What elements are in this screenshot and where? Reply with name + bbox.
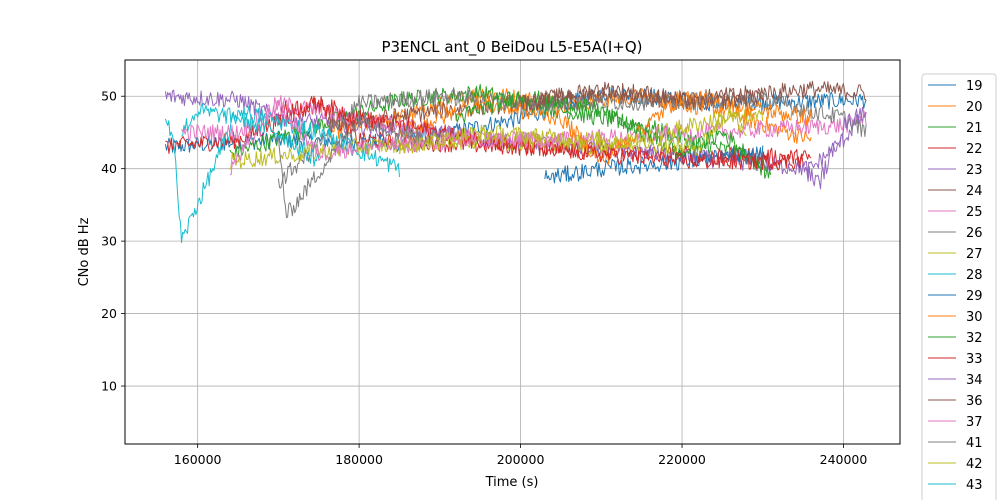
- series-line: [164, 105, 400, 243]
- legend-entry: 36: [966, 394, 983, 409]
- series-29: [544, 145, 764, 184]
- x-tick-label: 220000: [658, 452, 706, 467]
- y-tick-label: 40: [101, 161, 117, 176]
- legend-entry: 25: [966, 205, 983, 220]
- legend-entry: 34: [966, 373, 983, 388]
- x-tick-label: 240000: [820, 452, 868, 467]
- series-line: [455, 90, 772, 179]
- series-line: [181, 95, 867, 149]
- legend-entry: 29: [966, 289, 983, 304]
- series-line: [520, 81, 764, 112]
- y-tick-label: 10: [101, 379, 117, 394]
- x-axis-label: Time (s): [485, 475, 539, 490]
- series-layer: [164, 80, 867, 243]
- x-tick-label: 180000: [335, 452, 383, 467]
- legend: 19 20 21 22 23 24 25 26 27 28 29 30 32 33 34 36 37 41 42 43…: [921, 73, 997, 500]
- legend-entry: 28: [966, 268, 983, 283]
- legend-entry: 26: [966, 226, 983, 241]
- series-line: [544, 145, 764, 184]
- grid: [125, 60, 900, 444]
- series-28: [164, 105, 400, 243]
- series-42: [399, 105, 747, 156]
- legend-entry: 20: [966, 100, 983, 115]
- series-33: [278, 95, 804, 171]
- legend-entry: 32: [966, 331, 983, 346]
- legend-entry: 23: [966, 163, 983, 178]
- legend-entry: 19: [966, 79, 983, 94]
- legend-box: [921, 73, 997, 500]
- legend-entry: 30: [966, 310, 983, 325]
- series-30: [399, 89, 812, 165]
- series-36: [520, 81, 764, 112]
- legend-entry: 43: [966, 478, 983, 493]
- series-line: [229, 100, 562, 175]
- legend-entry: 22: [966, 142, 983, 157]
- series-line: [399, 89, 812, 165]
- x-axis: 160000 180000 200000 220000 240000: [174, 444, 868, 467]
- legend-entry: 27: [966, 247, 983, 262]
- series-34: [802, 108, 867, 190]
- series-line: [278, 95, 804, 171]
- x-tick-label: 200000: [497, 452, 545, 467]
- series-32: [455, 90, 772, 179]
- legend-entry: 37: [966, 415, 983, 430]
- legend-entry: 41: [966, 436, 983, 451]
- series-37: [229, 100, 562, 175]
- y-axis: 10 20 30 40 50: [101, 89, 125, 394]
- series-line: [399, 105, 747, 156]
- series-41: [277, 112, 441, 219]
- series-line: [802, 108, 867, 190]
- series-43: [181, 103, 320, 167]
- series-25: [181, 95, 867, 149]
- legend-entry: 42: [966, 457, 983, 472]
- y-tick-label: 50: [101, 89, 117, 104]
- series-26: [277, 87, 867, 189]
- legend-entry: 21: [966, 121, 983, 136]
- y-tick-label: 20: [101, 306, 117, 321]
- series-line: [277, 87, 867, 189]
- series-line: [181, 103, 320, 167]
- series-line: [277, 112, 441, 219]
- chart-title: P3ENCL ant_0 BeiDou L5-E5A(I+Q): [381, 38, 642, 57]
- plot-frame: [124, 59, 901, 445]
- y-axis-label: CNo dB Hz: [77, 217, 92, 286]
- legend-entry: 33: [966, 352, 983, 367]
- x-tick-label: 160000: [174, 452, 222, 467]
- y-tick-label: 30: [101, 234, 117, 249]
- legend-entry: 24: [966, 184, 983, 199]
